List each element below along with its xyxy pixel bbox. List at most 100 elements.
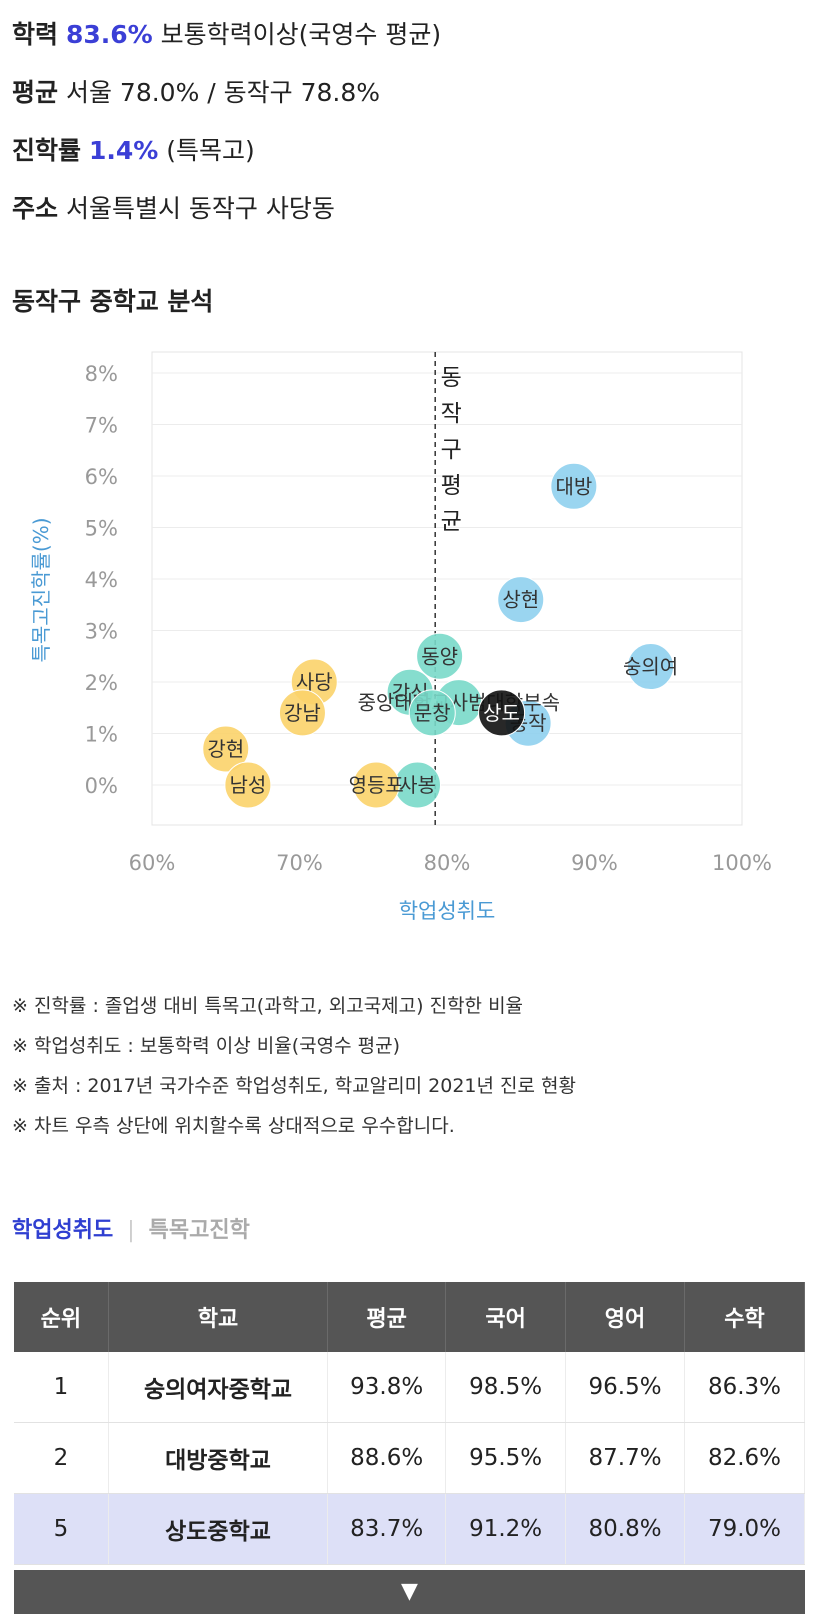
data-point <box>408 689 456 737</box>
average-cell: 93.8% <box>327 1352 447 1423</box>
x-tick-label: 70% <box>276 851 323 875</box>
average-cell: 83.7% <box>327 1493 447 1565</box>
data-point <box>497 576 545 624</box>
reference-line-label: 동 <box>441 365 462 391</box>
table-row-selected[interactable]: 5 상도중학교 83.7% 91.2% 80.8% 79.0% <box>14 1493 805 1565</box>
expand-more-button[interactable]: ▼ <box>14 1570 805 1614</box>
chevron-down-icon: ▼ <box>401 1579 418 1604</box>
english-cell: 80.8% <box>565 1493 685 1565</box>
rank-cell: 1 <box>14 1352 109 1423</box>
data-point-label: 상현 <box>502 588 539 612</box>
reference-line-label: 구 <box>441 437 462 463</box>
data-point-label: 동양 <box>421 644 458 668</box>
note-4: ※ 차트 우측 상단에 위치할수록 상대적으로 우수합니다. <box>12 1115 455 1137</box>
y-tick-label: 3% <box>85 620 118 644</box>
table-row[interactable]: 1 숭의여자중학교 93.8% 98.5% 96.5% 86.3% <box>14 1352 805 1423</box>
y-tick-label: 7% <box>85 414 118 438</box>
rank-cell: 5 <box>14 1493 109 1565</box>
data-point <box>202 725 250 773</box>
address-label: 주소 <box>12 194 59 223</box>
average-text: 서울 78.0% / 동작구 78.8% <box>65 78 381 107</box>
tab-divider: | <box>127 1218 135 1243</box>
y-tick-label: 2% <box>85 671 118 695</box>
rank-cell: 2 <box>14 1422 109 1494</box>
average-label: 평균 <box>12 78 59 107</box>
y-tick-label: 0% <box>85 774 118 798</box>
data-point-label: 남성 <box>229 773 266 797</box>
tab-bar: 학업성취도 | 특목고진학 <box>12 1212 250 1244</box>
header-korean: 국어 <box>445 1282 567 1352</box>
school-cell: 상도중학교 <box>108 1493 329 1565</box>
school-cell: 숭의여자중학교 <box>108 1352 329 1423</box>
y-tick-label: 1% <box>85 723 118 747</box>
header-school: 학교 <box>108 1282 329 1352</box>
data-point-label: 영등포 <box>349 773 404 797</box>
x-axis-label: 학업성취도 <box>399 899 496 923</box>
achievement-desc: 보통학력이상(국영수 평균) <box>160 20 442 49</box>
school-cell: 대방중학교 <box>108 1422 329 1494</box>
address-text: 서울특별시 동작구 사당동 <box>65 194 335 223</box>
data-point <box>352 761 400 809</box>
reference-line-label: 균 <box>441 509 462 535</box>
math-cell: 79.0% <box>684 1493 805 1565</box>
data-point <box>550 462 598 510</box>
y-tick-label: 6% <box>85 465 118 489</box>
korean-cell: 95.5% <box>445 1422 567 1494</box>
korean-cell: 91.2% <box>445 1493 567 1565</box>
achievement-label: 학력 <box>12 20 59 49</box>
advancement-label: 진학률 <box>12 136 82 165</box>
plot-area <box>151 351 743 826</box>
data-point <box>416 632 464 680</box>
x-tick-label: 90% <box>571 851 618 875</box>
scatter-chart: 0% 1% 2% 3% 4% 5% 6% 7% 8% 60% 70% 80% 90% 100% 학업성취도 특… <box>29 351 772 923</box>
english-cell: 96.5% <box>565 1352 685 1423</box>
data-point-label: 숭의여 <box>623 655 678 679</box>
data-point-label: 강남 <box>284 701 321 725</box>
table-row[interactable]: 2 대방중학교 88.6% 95.5% 87.7% 82.6% <box>14 1422 805 1494</box>
math-cell: 82.6% <box>684 1422 805 1494</box>
tab-achievement[interactable]: 학업성취도 <box>12 1218 114 1243</box>
data-point-label: 문창 <box>414 701 451 725</box>
info-address: 주소 서울특별시 동작구 사당동 <box>12 194 335 224</box>
data-point <box>627 643 675 691</box>
average-cell: 88.6% <box>327 1422 447 1494</box>
section-title: 동작구 중학교 분석 <box>12 287 214 316</box>
info-advancement: 진학률 1.4% (특목고) <box>12 136 255 166</box>
data-point-label: 상도 <box>483 701 520 725</box>
note-1: ※ 진학률 : 졸업생 대비 특목고(과학고, 외고국제고) 진학한 비율 <box>12 995 524 1017</box>
x-tick-label: 80% <box>424 851 471 875</box>
achievement-value: 83.6% <box>65 20 153 49</box>
math-cell: 86.3% <box>684 1352 805 1423</box>
data-point-label: 중앙대학교사범대학부속 <box>358 691 560 715</box>
data-point <box>478 689 526 737</box>
y-axis-label: 특목고진학률(%) <box>29 517 53 662</box>
data-point <box>278 689 326 737</box>
data-point-label: 사봉 <box>399 773 436 797</box>
y-tick-label: 5% <box>85 517 118 541</box>
header-english: 영어 <box>565 1282 685 1352</box>
info-average: 평균 서울 78.0% / 동작구 78.8% <box>12 78 380 108</box>
reference-line-label: 작 <box>441 401 462 427</box>
tab-special-school[interactable]: 특목고진학 <box>148 1218 250 1243</box>
reference-line-label: 평 <box>441 473 462 499</box>
english-cell: 87.7% <box>565 1422 685 1494</box>
table-header-row: 순위 학교 평균 국어 영어 수학 <box>14 1282 805 1352</box>
ranking-table: 순위 학교 평균 국어 영어 수학 1 숭의여자중학교 93.8% 98.5% … <box>14 1282 805 1565</box>
x-tick-label: 100% <box>712 851 772 875</box>
advancement-desc: (특목고) <box>166 136 255 165</box>
notes: ※ 진학률 : 졸업생 대비 특목고(과학고, 외고국제고) 진학한 비율 ※ … <box>12 992 576 1152</box>
header-math: 수학 <box>684 1282 805 1352</box>
note-2: ※ 학업성취도 : 보통학력 이상 비율(국영수 평균) <box>12 1035 401 1057</box>
x-tick-label: 60% <box>129 851 176 875</box>
korean-cell: 98.5% <box>445 1352 567 1423</box>
data-point <box>224 761 272 809</box>
header-rank: 순위 <box>14 1282 109 1352</box>
y-tick-label: 8% <box>85 362 118 386</box>
data-point-label: 대방 <box>555 474 592 498</box>
info-achievement: 학력 83.6% 보통학력이상(국영수 평균) <box>12 20 441 50</box>
data-point-label: 강현 <box>207 737 244 761</box>
advancement-value: 1.4% <box>88 136 159 165</box>
y-tick-label: 4% <box>85 568 118 592</box>
header-average: 평균 <box>327 1282 447 1352</box>
note-3: ※ 출처 : 2017년 국가수준 학업성취도, 학교알리미 2021년 진로 … <box>12 1075 576 1097</box>
